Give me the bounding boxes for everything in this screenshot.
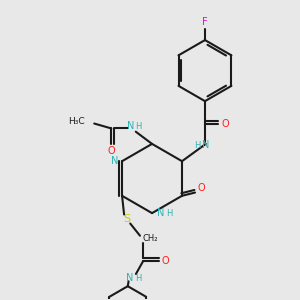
Text: N: N [126, 273, 134, 283]
Text: H₃C: H₃C [68, 117, 85, 126]
Text: N: N [127, 122, 134, 131]
Text: H: H [135, 122, 142, 131]
Text: H: H [166, 208, 172, 217]
Text: N: N [202, 140, 209, 150]
Text: O: O [107, 146, 115, 156]
Text: O: O [162, 256, 170, 266]
Text: H: H [135, 274, 141, 283]
Text: O: O [222, 118, 230, 128]
Text: N: N [157, 208, 165, 218]
Text: O: O [197, 183, 205, 193]
Text: H: H [194, 141, 201, 150]
Text: CH₂: CH₂ [143, 235, 158, 244]
Text: N: N [111, 156, 118, 166]
Text: S: S [123, 214, 130, 224]
Text: F: F [202, 17, 208, 27]
